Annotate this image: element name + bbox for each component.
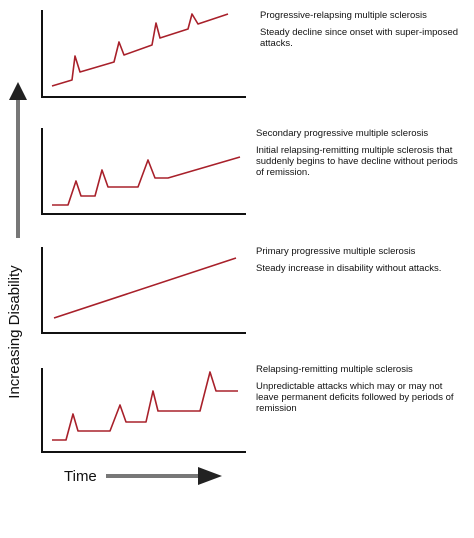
- panel-axes: [41, 128, 246, 215]
- panel-label-relapsing-remitting: Relapsing-remitting multiple sclerosis U…: [256, 364, 466, 414]
- disability-curve: [51, 13, 229, 87]
- x-axis-label: Time: [64, 468, 97, 485]
- x-arrow-head: [198, 467, 222, 485]
- panel-title: Secondary progressive multiple sclerosis: [256, 128, 429, 139]
- panel-title: Relapsing-remitting multiple sclerosis: [256, 364, 413, 375]
- x-arrow: [106, 467, 222, 485]
- disability-curve: [52, 156, 241, 206]
- panel-label-primary-progressive: Primary progressive multiple sclerosis S…: [256, 246, 466, 274]
- disability-curve: [53, 257, 237, 319]
- panel-axes: [41, 368, 246, 453]
- y-arrow-head: [9, 82, 27, 100]
- y-arrow: [9, 82, 27, 238]
- panel-axes: [41, 247, 246, 334]
- panel-progressive-relapsing: [41, 10, 246, 98]
- panel-title: Primary progressive multiple sclerosis: [256, 246, 416, 257]
- panel-title: Progressive-relapsing multiple sclerosis: [260, 10, 427, 21]
- panel-axes: [41, 10, 246, 98]
- panel-description: Steady decline since onset with super-im…: [260, 27, 459, 49]
- panel-label-secondary-progressive: Secondary progressive multiple sclerosis…: [256, 128, 466, 178]
- panel-label-progressive-relapsing: Progressive-relapsing multiple sclerosis…: [260, 10, 470, 49]
- panel-relapsing-remitting: [41, 368, 246, 453]
- y-axis-label: Increasing Disability: [6, 265, 23, 399]
- panel-secondary-progressive: [41, 128, 246, 215]
- panel-description: Steady increase in disability without at…: [256, 263, 442, 274]
- panel-description: Initial relapsing-remitting multiple scl…: [256, 145, 458, 178]
- panel-primary-progressive: [41, 247, 246, 334]
- panel-description: Unpredictable attacks which may or may n…: [256, 381, 454, 414]
- disability-curve: [52, 371, 238, 441]
